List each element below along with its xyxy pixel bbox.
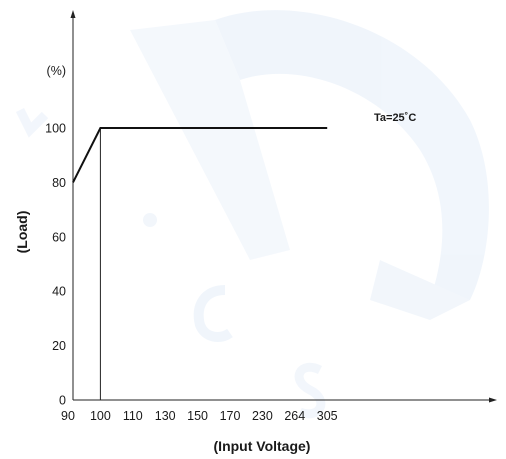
x-tick-label: 110 bbox=[123, 409, 143, 423]
x-tick-label: 150 bbox=[187, 409, 208, 423]
y-unit-label: (%) bbox=[47, 64, 66, 78]
y-axis-arrow bbox=[70, 10, 76, 18]
x-tick-label: 230 bbox=[252, 409, 273, 423]
x-tick-label: 305 bbox=[317, 409, 338, 423]
y-tick-label: 20 bbox=[52, 339, 66, 353]
y-axis-label: (Load) bbox=[14, 211, 30, 254]
y-tick-label: 80 bbox=[52, 176, 66, 190]
x-tick-label: 130 bbox=[155, 409, 176, 423]
x-tick-label: 100 bbox=[90, 409, 111, 423]
x-axis-label: (Input Voltage) bbox=[214, 438, 311, 454]
y-tick-label: 0 bbox=[59, 394, 66, 408]
x-tick-label: 170 bbox=[220, 409, 241, 423]
x-tick-label: 90 bbox=[61, 409, 75, 423]
axes bbox=[70, 10, 497, 403]
watermark bbox=[15, 10, 489, 419]
y-tick-labels: 0 20 40 60 80 100 bbox=[45, 122, 66, 408]
temperature-annotation: Ta=25˚C bbox=[374, 112, 416, 124]
x-tick-labels: 90 100 110 130 150 170 230 264 305 bbox=[61, 409, 338, 423]
x-tick-label: 264 bbox=[284, 409, 305, 423]
y-tick-label: 60 bbox=[52, 230, 66, 244]
y-tick-label: 100 bbox=[45, 122, 66, 136]
load-curve bbox=[72, 127, 328, 183]
x-axis-arrow bbox=[489, 397, 497, 403]
y-tick-label: 40 bbox=[52, 285, 66, 299]
